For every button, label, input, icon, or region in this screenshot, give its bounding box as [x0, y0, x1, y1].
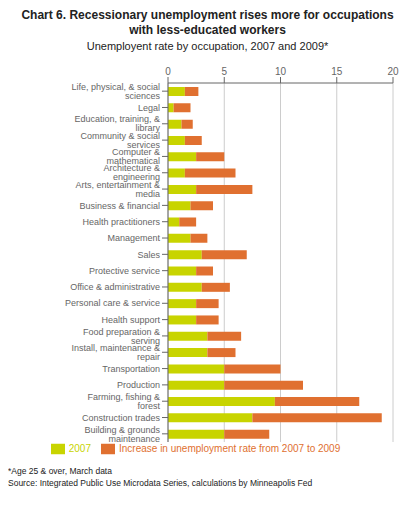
svg-text:Health practitioners: Health practitioners — [82, 217, 160, 227]
svg-text:Construction trades: Construction trades — [82, 413, 161, 423]
svg-text:Office & administrative: Office & administrative — [70, 282, 160, 292]
svg-text:Business & financial: Business & financial — [79, 201, 160, 211]
html-text:Increase in unemployment rate: Increase in unemployment rate from 2007 … — [119, 442, 341, 454]
svg-text:Farming, fishing &forest: Farming, fishing &forest — [87, 392, 160, 411]
html-text:services: services — [127, 139, 160, 150]
html-text:Architecture &: Architecture & — [103, 163, 160, 174]
svg-text:Install, maintenance &repair: Install, maintenance &repair — [71, 343, 160, 362]
svg-text:5: 5 — [221, 66, 227, 77]
svg-text:Legal: Legal — [138, 103, 160, 113]
svg-text:Building & groundsmaintenance: Building & groundsmaintenance — [84, 425, 160, 444]
svg-text:Transportation: Transportation — [102, 364, 160, 374]
svg-text:Management: Management — [107, 233, 160, 243]
svg-text:0: 0 — [165, 66, 171, 77]
html-text:Source: Integrated Public Use: Source: Integrated Public Use Microdata … — [8, 478, 313, 488]
html-text:mathematical: mathematical — [106, 156, 160, 167]
svg-text:Protective service: Protective service — [89, 266, 160, 276]
html-text:engineering: engineering — [113, 172, 160, 183]
svg-text:Arts, entertainment &media: Arts, entertainment &media — [75, 180, 160, 199]
svg-text:10: 10 — [275, 66, 287, 77]
svg-text:15: 15 — [331, 66, 343, 77]
html-text:Unemployent rate by occupation: Unemployent rate by occupation, 2007 and… — [86, 40, 329, 52]
html-text:serving: serving — [131, 335, 160, 346]
svg-text:Sales: Sales — [137, 250, 160, 260]
svg-text:20: 20 — [387, 66, 399, 77]
html-text:Education, training, &: Education, training, & — [74, 114, 160, 125]
svg-text:Personal care & service: Personal care & service — [65, 298, 160, 308]
html-text:Community & social: Community & social — [80, 130, 160, 141]
html-text:Chart 6. Recessionary unemploy: Chart 6. Recessionary unemployment rises… — [21, 8, 394, 37]
svg-text:Health support: Health support — [101, 315, 160, 325]
html-text:*Age 25 & over, March data: *Age 25 & over, March data — [8, 466, 112, 476]
html-text:Computer &: Computer & — [112, 147, 160, 158]
svg-text:Life, physical, & socialscienc: Life, physical, & socialsciences — [71, 82, 160, 101]
svg-text:Production: Production — [117, 380, 160, 390]
html-text:library: library — [135, 123, 160, 134]
html-text:Food preparation &: Food preparation & — [82, 326, 160, 337]
html-text:2007: 2007 — [68, 442, 91, 454]
